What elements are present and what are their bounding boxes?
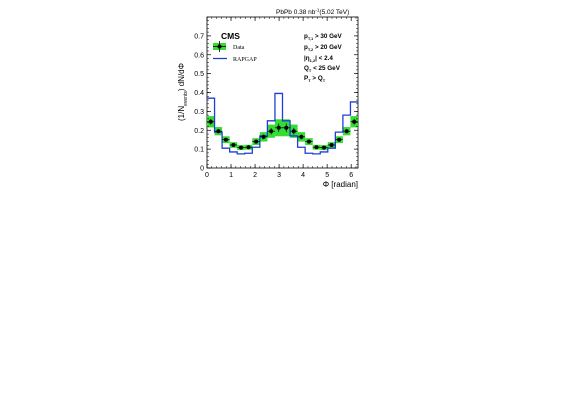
y-tick-label: 0.5 bbox=[194, 71, 204, 78]
experiment-label: CMS bbox=[221, 31, 240, 41]
legend-data-marker bbox=[217, 44, 222, 49]
data-point bbox=[246, 145, 251, 150]
cut-3: |η1,2| < 2.4 bbox=[304, 55, 333, 63]
data-point bbox=[208, 119, 213, 124]
x-tick-label: 2 bbox=[253, 172, 257, 179]
y-tick-label: 0.1 bbox=[194, 147, 204, 154]
y-axis-label: (1/Nevents) dN/dΦ bbox=[177, 63, 189, 121]
data-point bbox=[299, 134, 304, 139]
data-points bbox=[207, 118, 358, 150]
data-point bbox=[352, 119, 357, 124]
data-point bbox=[314, 145, 319, 150]
legend: Data RAPGAP bbox=[213, 41, 257, 63]
y-tick-label: 0.6 bbox=[194, 52, 204, 59]
data-point bbox=[231, 142, 236, 147]
x-axis-label: Φ [radian] bbox=[323, 180, 358, 189]
legend-label-data: Data bbox=[233, 45, 245, 51]
data-point bbox=[238, 145, 243, 150]
x-tick-label: 4 bbox=[301, 172, 305, 179]
data-point bbox=[254, 139, 259, 144]
data-point bbox=[291, 129, 296, 134]
legend-label-rapgap: RAPGAP bbox=[233, 57, 257, 63]
data-point bbox=[269, 129, 274, 134]
x-tick-label: 3 bbox=[277, 172, 281, 179]
x-tick-label: 6 bbox=[349, 172, 353, 179]
data-point bbox=[284, 125, 289, 130]
data-point bbox=[306, 139, 311, 144]
series-line-rapgap bbox=[207, 92, 358, 155]
y-tick-label: 0.2 bbox=[194, 128, 204, 135]
cut-2: pT,2 > 20 GeV bbox=[304, 44, 343, 52]
axes: 0 0.1 0.2 0.3 0.4 0.5 0.6 0.7 0 1 2 3 4 5 6 bbox=[194, 16, 358, 179]
x-tick-label: 0 bbox=[205, 172, 209, 179]
data-point bbox=[276, 125, 281, 130]
data-point bbox=[261, 134, 266, 139]
data-point bbox=[344, 129, 349, 134]
cut-1: pT,1 > 30 GeV bbox=[304, 33, 343, 41]
y-tick-label: 0.3 bbox=[194, 109, 204, 116]
y-tick-label: 0.7 bbox=[194, 33, 204, 40]
y-tick-label: 0 bbox=[200, 166, 204, 173]
data-point bbox=[223, 137, 228, 142]
data-point bbox=[216, 129, 221, 134]
cut-4: QT < 25 GeV bbox=[304, 65, 341, 73]
x-tick-label: 1 bbox=[229, 172, 233, 179]
data-point bbox=[329, 142, 334, 147]
svg-text:(1/Nevents) dN/dΦ: (1/Nevents) dN/dΦ bbox=[177, 63, 189, 121]
cut-5: PT > QT bbox=[304, 75, 326, 83]
y-tick-label: 0.4 bbox=[194, 90, 204, 97]
collaboration-header: PbPb 0.38 nb-1(5.02 TeV) bbox=[276, 8, 349, 17]
data-point bbox=[322, 145, 327, 150]
x-tick-label: 5 bbox=[325, 172, 329, 179]
data-point bbox=[337, 137, 342, 142]
cuts-block: pT,1 > 30 GeV pT,2 > 20 GeV |η1,2| < 2.4… bbox=[304, 33, 343, 83]
